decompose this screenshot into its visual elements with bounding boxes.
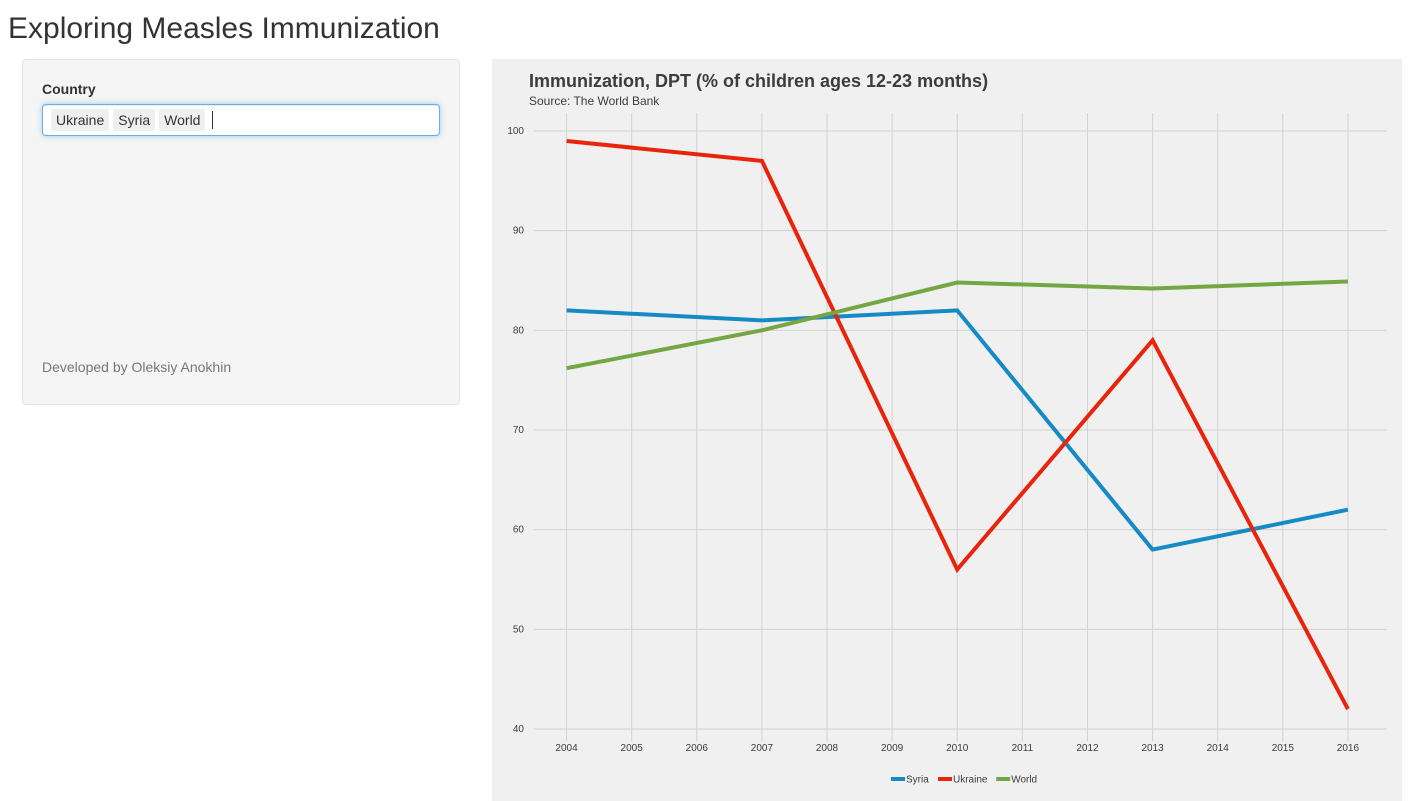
sidebar-panel: Country Ukraine Syria World Developed by… <box>22 59 460 405</box>
chart-panel: 40 50 60 70 80 90 100 2004 2005 2006 2007 2008 2009 2… <box>492 59 1402 801</box>
legend-label-syria: Syria <box>906 775 929 786</box>
x-tick-label: 2009 <box>881 743 904 754</box>
y-tick-label: 40 <box>513 724 525 735</box>
series-line-ukraine <box>566 139 1350 711</box>
x-tick-label: 2016 <box>1337 743 1360 754</box>
x-tick-label: 2011 <box>1012 743 1034 754</box>
country-token-ukraine[interactable]: Ukraine <box>51 109 110 131</box>
y-tick-label: 80 <box>513 325 525 336</box>
x-tick-label: 2010 <box>946 743 969 754</box>
country-select-input[interactable]: Ukraine Syria World <box>42 104 440 136</box>
chart-title: Immunization, DPT (% of children ages 12… <box>529 71 989 91</box>
legend-label-world: World <box>1011 775 1037 786</box>
x-tick-label: 2006 <box>686 743 709 754</box>
developer-credit: Developed by Oleksiy Anokhin <box>42 359 232 375</box>
y-tick-label: 70 <box>513 425 525 436</box>
text-caret <box>212 111 214 129</box>
y-tick-label: 50 <box>513 624 525 635</box>
series-line-world <box>566 279 1348 371</box>
x-tick-label: 2007 <box>751 743 774 754</box>
x-tick-label: 2005 <box>621 743 644 754</box>
x-tick-label: 2014 <box>1207 743 1230 754</box>
country-label: Country <box>42 81 96 97</box>
chart-subtitle: Source: The World Bank <box>529 94 660 108</box>
y-tick-label: 100 <box>507 126 524 137</box>
x-tick-label: 2013 <box>1141 743 1164 754</box>
line-chart: 40 50 60 70 80 90 100 2004 2005 2006 2007 2008 2009 2… <box>507 113 1387 786</box>
page-title: Exploring Measles Immunization <box>8 12 440 45</box>
y-tick-label: 60 <box>513 525 525 536</box>
series-line-syria <box>566 308 1349 552</box>
y-tick-label: 90 <box>513 226 525 237</box>
legend-label-ukraine: Ukraine <box>953 775 988 786</box>
country-token-world[interactable]: World <box>159 109 206 131</box>
country-token-syria[interactable]: Syria <box>113 109 156 131</box>
x-tick-label: 2015 <box>1272 743 1295 754</box>
x-tick-label: 2012 <box>1076 743 1099 754</box>
x-tick-label: 2008 <box>816 743 839 754</box>
x-tick-label: 2004 <box>555 743 578 754</box>
